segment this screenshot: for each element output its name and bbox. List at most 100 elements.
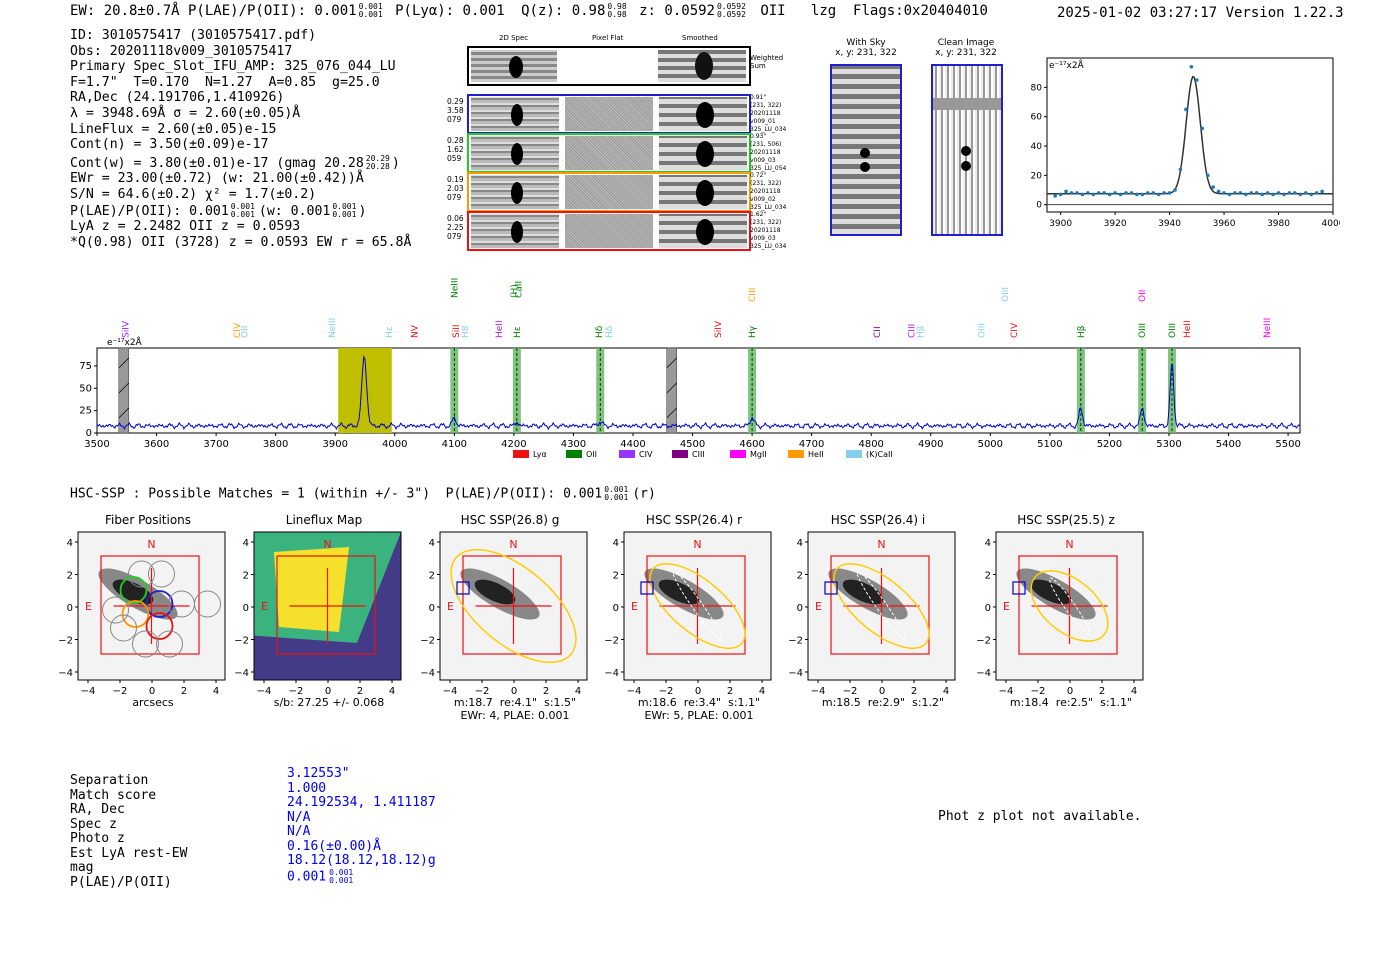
source-axis (1049, 577, 1090, 635)
info-line: Cont(n) = 3.50(±0.09)e-17 (70, 137, 269, 153)
east-label: E (631, 600, 638, 613)
north-label: N (323, 538, 331, 551)
masked-band (118, 347, 130, 434)
info-plae-w-sup: 0.001 (332, 201, 357, 211)
x-tick-label: −2 (659, 686, 674, 697)
y-tick-label: 0 (67, 603, 73, 614)
hsc-title-text: HSC-SSP : Possible Matches = 1 (within +… (70, 486, 603, 502)
line-label: H8 (461, 325, 471, 338)
match-value: 18.12(18.12,18.12)g (287, 853, 436, 868)
x-tick-label: 0 (1067, 686, 1073, 697)
legend-swatch (619, 450, 635, 458)
fiber-circle (102, 596, 129, 624)
y-tick-label: 0 (1036, 201, 1042, 211)
line-label: CIV (233, 322, 243, 338)
panel-caption-line1: m:18.7 re:4.1" s:1.5" (453, 696, 577, 709)
y-tick-label: 25 (79, 406, 92, 417)
data-point (1276, 191, 1281, 195)
plot-frame (96, 347, 1301, 434)
x-tick-label: 0 (325, 686, 331, 697)
info-q: *Q(0.98) OII (3728) z = 0.0593 EW r = 65… (70, 234, 412, 250)
masked-band (666, 347, 677, 434)
fiber-circle (121, 600, 150, 628)
panel-title: Lineflux Map (285, 513, 363, 527)
line-label: CIII (748, 288, 758, 302)
cutout-right-value: v009_02 (750, 196, 776, 203)
data-point (1113, 191, 1117, 195)
aperture-box (276, 555, 376, 655)
info-line: Primary Spec_Slot_IFU_AMP: 325_076_044_L… (70, 59, 396, 75)
x-tick-label: 4 (759, 686, 765, 697)
x-tick-label: −2 (113, 686, 128, 697)
line-label: NeIII (450, 278, 460, 298)
y-tick-label: −2 (420, 636, 435, 647)
y-tick-label: 4 (429, 538, 435, 549)
match-label: P(LAE)/P(OII) (70, 874, 172, 890)
line-label: SiII (452, 324, 462, 338)
cutout-row-right-label: 0.91" (231, 322) 20201118 v009_01 325_LU_034 (750, 94, 786, 134)
source-ellipse (833, 562, 930, 650)
x-tick-label: −4 (443, 686, 458, 697)
source-ellipse (649, 562, 746, 650)
data-point (1195, 78, 1199, 82)
data-point (1303, 191, 1308, 195)
with-sky-label: With Sky x, y: 231, 322 (830, 38, 902, 58)
legend-swatch (672, 450, 688, 458)
panel-caption-line1: arcsecs (132, 696, 174, 709)
x-tick-label: 3940 (1158, 219, 1181, 229)
data-point (1129, 191, 1134, 195)
panel-image: N E 4 2 0 −2 −4 −4 −2 0 2 4 (604, 531, 772, 697)
info-plae-sup: 0.001 (230, 201, 255, 211)
north-label: N (509, 538, 517, 551)
target-marker (456, 581, 470, 595)
data-point (1140, 192, 1145, 197)
cutout-row-left-label: 0.29 3.58 079 (447, 97, 464, 124)
data-point (1124, 191, 1128, 195)
info-lyaz: LyA z = 2.2482 OII z = 0.0593 (70, 219, 301, 235)
north-label: N (693, 538, 701, 551)
data-point (1211, 185, 1215, 189)
cutout-left-value: 079 (447, 115, 462, 124)
info-line: F=1.7" T=0.170 N=1.27 A=0.85 g=25.0 (70, 74, 380, 90)
data-point (1167, 191, 1172, 195)
y-tick-label: 0 (243, 603, 249, 614)
data-point (1151, 191, 1156, 195)
y-tick-label: 2 (797, 571, 803, 582)
x-tick-label: 2 (1099, 686, 1105, 697)
legend-label: MgII (750, 450, 767, 459)
header-plae-sup: 0.001 (358, 2, 383, 11)
header-qz-sup: 0.98 (607, 2, 627, 11)
y-tick-label: 4 (243, 538, 249, 549)
y-tick-label: 2 (67, 571, 73, 582)
cutout-row (467, 94, 751, 134)
x-tick-label: −4 (811, 686, 826, 697)
info-contw-sub: 20.28 (365, 161, 390, 171)
y-tick-label: −2 (604, 636, 619, 647)
line-label: Hδ (595, 325, 605, 338)
target-marker (1012, 581, 1026, 595)
data-point (1222, 191, 1226, 195)
cutout-right-value: 325_LU_054 (750, 165, 787, 172)
x-tick-label: 5100 (1037, 439, 1062, 450)
match-plae-sup: 0.001 (329, 867, 354, 877)
line-label: OIII (977, 323, 987, 338)
cutout-row-left-label: 0.28 1.62 059 (447, 136, 464, 163)
fiber-circle (156, 630, 183, 658)
line-label: (H) (510, 284, 520, 298)
panel-title: HSC SSP(25.5) z (1017, 513, 1115, 527)
line-label: CII (873, 326, 883, 338)
x-tick-label: 5500 (1275, 439, 1300, 450)
legend-swatch (730, 450, 746, 458)
with-sky-title: With Sky (846, 38, 886, 48)
hatch-line (118, 357, 130, 369)
panel-caption: m:18.4 re:2.5" s:1.1" (966, 696, 1176, 709)
x-tick-label: 2 (727, 686, 733, 697)
line-label: SiIV (714, 320, 724, 338)
y-tick-label: 0 (797, 603, 803, 614)
lineflux-peak (274, 547, 349, 632)
x-tick-label: 3960 (1213, 219, 1236, 229)
cutout-left-value: 3.58 (447, 106, 464, 115)
legend-label: CIV (639, 450, 653, 459)
line-label: Hβ (1077, 325, 1087, 338)
match-label: Separation (70, 773, 149, 788)
